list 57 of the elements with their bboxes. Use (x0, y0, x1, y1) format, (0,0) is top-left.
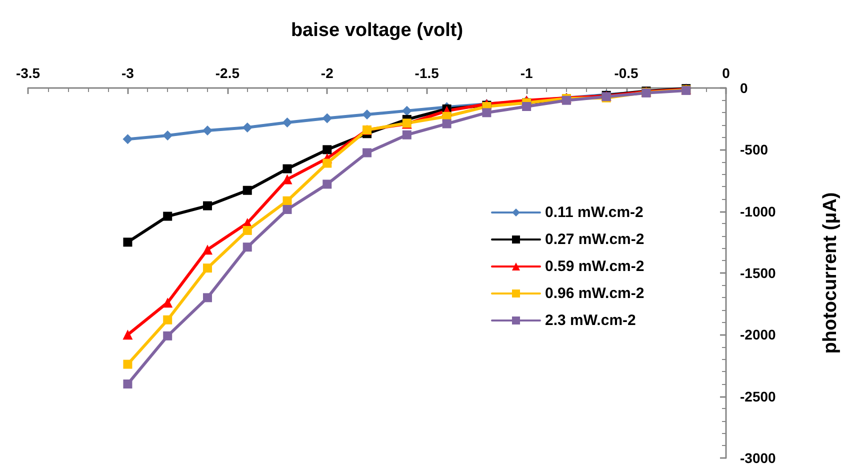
point (362, 148, 372, 158)
x-tick-label: -2 (320, 65, 334, 81)
point (242, 226, 252, 235)
x-tick-label: -1 (520, 65, 534, 81)
point (202, 126, 212, 136)
point (282, 164, 292, 174)
y-tick-label: -2500 (740, 388, 776, 404)
point (322, 145, 332, 154)
point (402, 106, 412, 116)
point (482, 108, 492, 118)
point (163, 212, 172, 221)
x-tick-label: -2.5 (215, 65, 240, 81)
point (163, 315, 172, 324)
x-axis-title: baise voltage (volt) (290, 20, 464, 41)
point (242, 242, 252, 252)
y-tick-label: -500 (740, 142, 768, 158)
y-tick-label: -3000 (740, 450, 776, 466)
point (162, 298, 173, 308)
x-tick-label: 0 (722, 65, 730, 81)
point (242, 122, 252, 132)
point (322, 113, 332, 124)
x-tick-label: -3.5 (16, 65, 40, 81)
x-tick-label: -3 (121, 65, 134, 81)
point (123, 380, 132, 388)
y-tick-label: -1000 (740, 203, 776, 220)
legend-label: 0.96 mW.cm-2 (545, 285, 644, 302)
point (202, 293, 212, 302)
point (123, 360, 132, 369)
legend-label: 2.3 mW.cm-2 (545, 312, 636, 329)
point (122, 330, 133, 340)
point (202, 264, 212, 273)
y-tick-label: -1500 (740, 265, 776, 281)
point (242, 186, 252, 195)
point (162, 130, 173, 140)
point (282, 174, 292, 184)
y-tick-label: 0 (740, 80, 748, 96)
y-axis-title: photocurrent (μA) (820, 192, 841, 354)
point (282, 204, 292, 214)
x-tick-label: -0.5 (614, 65, 639, 81)
point (202, 244, 212, 255)
point (402, 130, 412, 140)
legend-label: 0.11 mW.cm-2 (545, 204, 644, 221)
point (322, 180, 332, 189)
point (202, 201, 212, 210)
x-tick-label: -1.5 (414, 65, 440, 81)
legend-label: 0.27 mW.cm-2 (545, 231, 644, 248)
point (282, 118, 292, 128)
point (122, 134, 133, 144)
y-tick-label: -2000 (740, 326, 776, 343)
point (362, 110, 372, 120)
point (322, 158, 332, 168)
point (282, 196, 292, 206)
point (163, 331, 172, 340)
legend-label: 0.59 mW.cm-2 (545, 258, 644, 275)
point (522, 102, 532, 111)
point (123, 238, 132, 247)
point (442, 119, 452, 128)
